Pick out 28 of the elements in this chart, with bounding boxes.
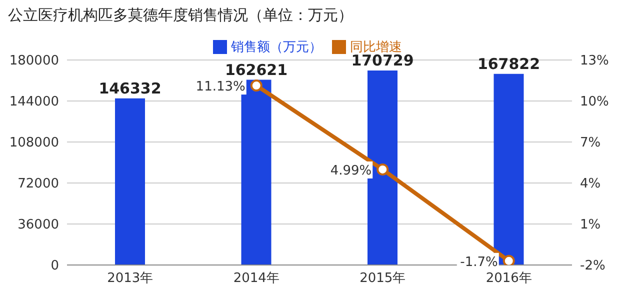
y2-tick-label: 1% — [580, 218, 601, 233]
data-label: 167822 — [477, 54, 540, 73]
point — [502, 254, 515, 265]
x-tick-label: 2014年 — [233, 271, 280, 286]
x-tick-label: 2015年 — [360, 271, 406, 286]
y2-tick-label: 4% — [580, 176, 601, 192]
point — [376, 163, 389, 176]
y-tick-label: 180000 — [9, 54, 59, 69]
x-tick-label: 2013年 — [107, 271, 154, 286]
legend-label: 销售额（万元） — [231, 40, 322, 55]
y-tick-label: 0 — [50, 258, 59, 274]
point — [250, 80, 262, 92]
x-tick-label: 2016年 — [486, 271, 532, 286]
data-label: 11.13% — [196, 80, 246, 95]
bar — [115, 98, 145, 265]
y2-tick-label: 10% — [580, 94, 609, 110]
data-label: 4.99% — [330, 163, 372, 178]
y-tick-label: 108000 — [9, 136, 59, 151]
chart-title: 公立医疗机构匹多莫德年度销售情况（单位：万元） — [8, 6, 353, 25]
y2-tick-label: 13% — [580, 54, 609, 69]
y2-tick-label: -2% — [580, 258, 606, 274]
y-tick-label: 36000 — [18, 218, 59, 233]
y2-tick-label: 7% — [580, 136, 601, 151]
data-label: 162621 — [224, 60, 288, 79]
y-tick-label: 144000 — [9, 94, 59, 110]
y-tick-label: 72000 — [18, 176, 59, 192]
data-label: -1.7% — [460, 254, 498, 270]
data-label: 146332 — [98, 79, 162, 98]
